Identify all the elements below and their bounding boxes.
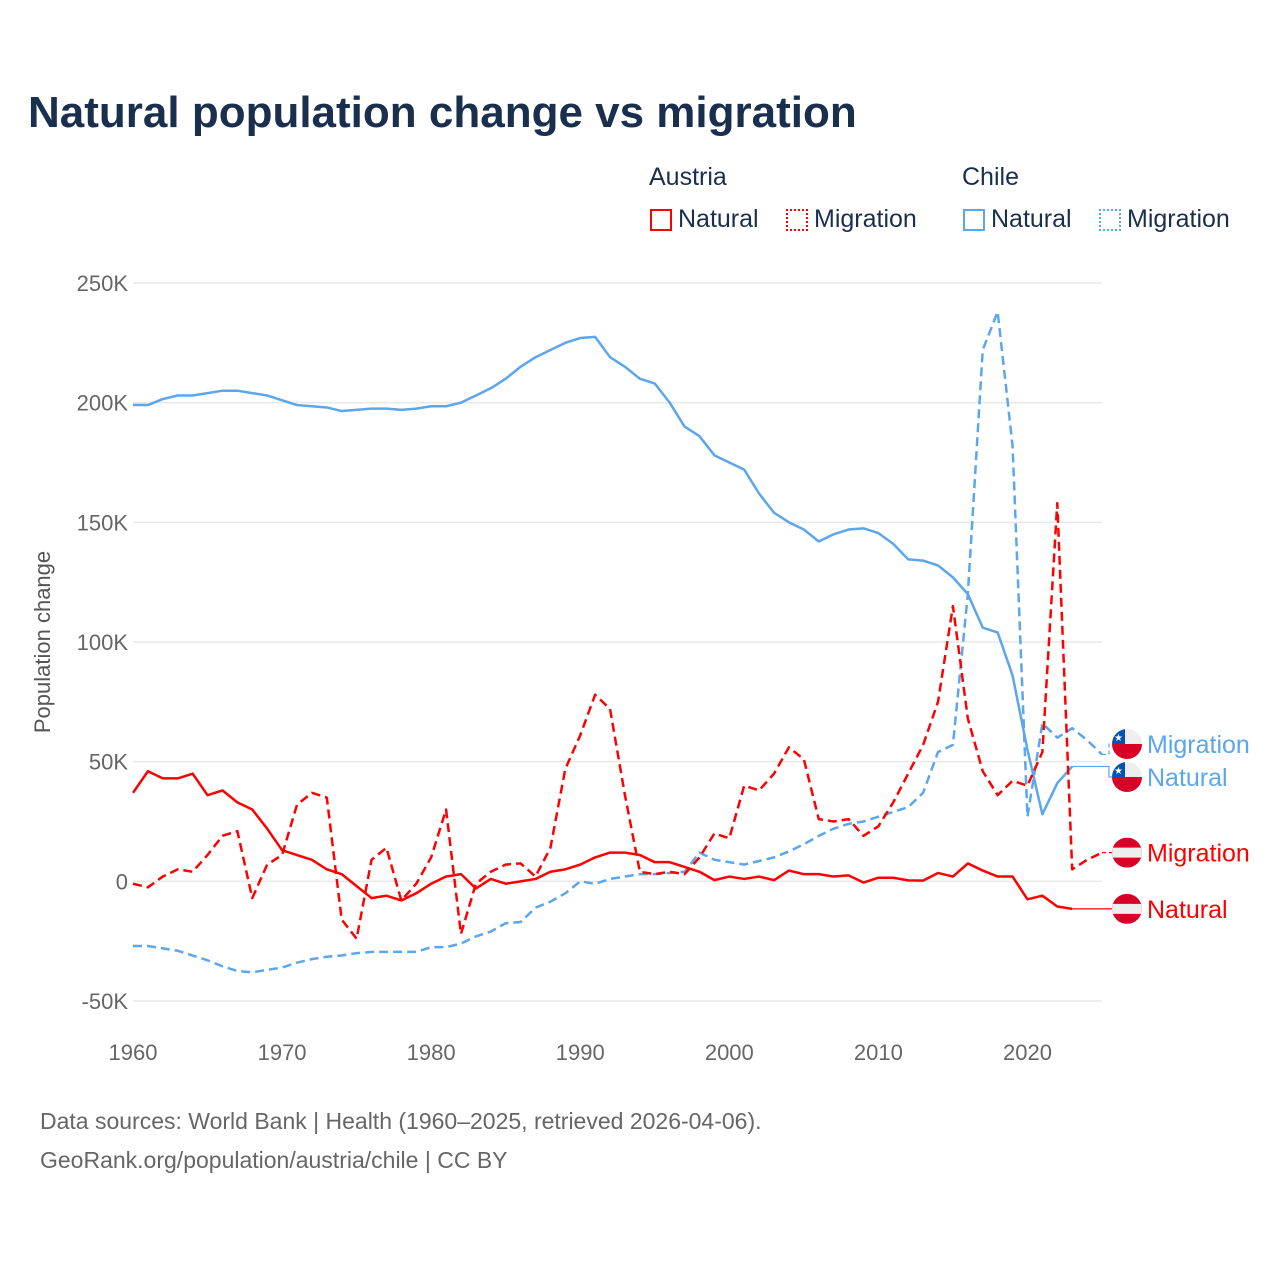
legend-swatch-solid	[650, 208, 672, 231]
y-tick-label: 0	[116, 869, 128, 894]
x-tick-label: 2010	[854, 1040, 903, 1065]
y-tick-label: 250K	[77, 271, 129, 296]
svg-text:★: ★	[1114, 733, 1123, 744]
series-line-austria-migration	[132, 501, 1103, 941]
series-line-chile-migration	[133, 310, 1103, 974]
x-tick-label: 1960	[109, 1040, 158, 1065]
chart-title: Natural population change vs migration	[28, 88, 857, 137]
series-line-chile-natural	[133, 335, 1074, 816]
chile-flag-icon: ★	[1112, 761, 1142, 792]
legend-swatch-solid	[963, 208, 985, 231]
source-line: Data sources: World Bank | Health (1960–…	[40, 1108, 762, 1134]
legend-label: Migration	[1127, 205, 1230, 233]
series-end-label: Migration	[1147, 731, 1250, 759]
legend-chile-migration[interactable]: Migration	[1099, 205, 1230, 234]
chile-flag-icon: ★	[1112, 728, 1142, 759]
y-tick-label: 50K	[89, 750, 128, 775]
legend-group-chile: Chile	[962, 163, 1019, 191]
series-end-label: Natural	[1147, 764, 1228, 792]
x-tick-label: 1970	[258, 1040, 307, 1065]
legend-austria-migration[interactable]: Migration	[786, 205, 917, 234]
legend-label: Natural	[678, 205, 759, 233]
legend-swatch-dotted	[786, 208, 808, 231]
legend-group-austria: Austria	[649, 163, 727, 191]
source-url: GeoRank.org/population/austria/chile | C…	[40, 1147, 508, 1173]
x-tick-label: 2000	[705, 1040, 754, 1065]
series-end-label: Natural	[1147, 896, 1228, 924]
y-axis-label: Population change	[30, 551, 55, 733]
y-tick-label: 100K	[77, 630, 129, 655]
series-end-label: Migration	[1147, 840, 1250, 868]
austria-flag-icon	[1112, 893, 1142, 924]
y-tick-label: 200K	[77, 391, 129, 416]
x-tick-label: 1990	[556, 1040, 605, 1065]
y-tick-label: 150K	[77, 510, 129, 535]
legend-label: Migration	[814, 205, 917, 233]
y-tick-label: -50K	[82, 989, 129, 1014]
label-connector	[1102, 743, 1113, 756]
series-line-austria-natural	[131, 769, 1073, 911]
x-tick-label: 2020	[1003, 1040, 1052, 1065]
svg-text:★: ★	[1114, 766, 1123, 777]
legend-swatch-dotted	[1099, 208, 1121, 231]
x-tick-label: 1980	[407, 1040, 456, 1065]
legend-chile-natural[interactable]: Natural	[963, 205, 1072, 234]
label-connector	[1072, 765, 1113, 778]
legend-label: Natural	[991, 205, 1072, 233]
austria-flag-icon	[1112, 837, 1142, 868]
legend-austria-natural[interactable]: Natural	[650, 205, 759, 234]
